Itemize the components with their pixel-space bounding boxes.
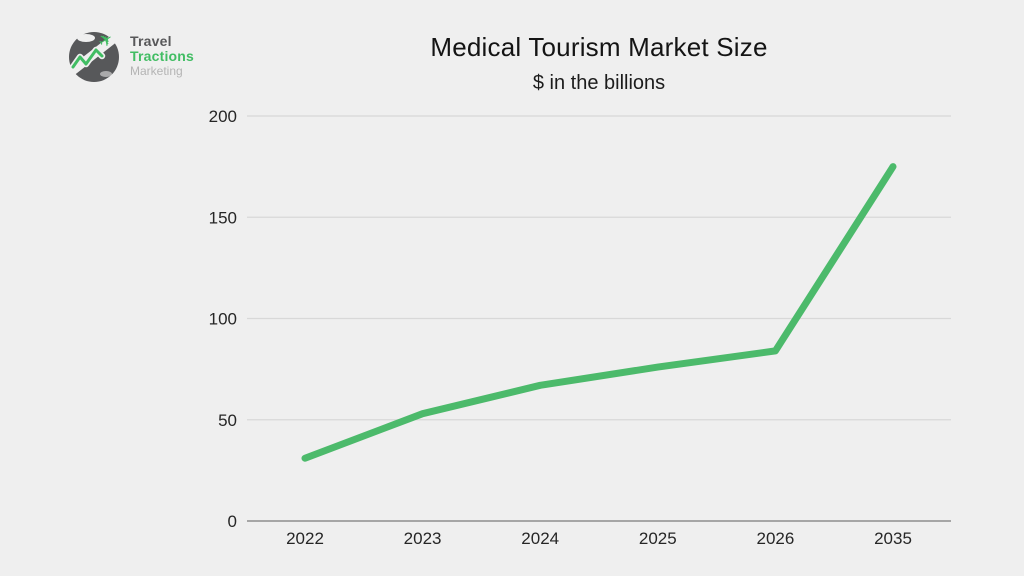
y-tick-label: 0 bbox=[228, 512, 237, 531]
title-block: Medical Tourism Market Size $ in the bil… bbox=[247, 32, 951, 95]
brand-wordmark: Travel Tractions Marketing bbox=[130, 32, 195, 79]
x-tick-label: 2026 bbox=[756, 529, 794, 548]
x-tick-label: 2025 bbox=[639, 529, 677, 548]
x-tick-label: 2024 bbox=[521, 529, 559, 548]
x-tick-label: 2035 bbox=[874, 529, 912, 548]
y-tick-label: 200 bbox=[209, 107, 237, 126]
y-tick-label: 50 bbox=[218, 411, 237, 430]
globe-icon: ✈ bbox=[66, 28, 122, 82]
chart-title: Medical Tourism Market Size bbox=[430, 32, 768, 62]
data-line bbox=[301, 163, 897, 462]
brand-word-tractions: Tractions bbox=[130, 47, 195, 64]
y-tick-label: 150 bbox=[209, 208, 237, 227]
chart-subtitle: $ in the billions bbox=[532, 72, 666, 94]
y-tick-label: 100 bbox=[209, 310, 237, 329]
brand-word-marketing: Marketing bbox=[130, 63, 183, 78]
x-tick-label: 2022 bbox=[286, 529, 324, 548]
x-tick-label: 2023 bbox=[404, 529, 442, 548]
brand-word-travel: Travel bbox=[130, 32, 172, 49]
brand-logo: ✈ Travel Tractions Marketing bbox=[66, 28, 194, 84]
